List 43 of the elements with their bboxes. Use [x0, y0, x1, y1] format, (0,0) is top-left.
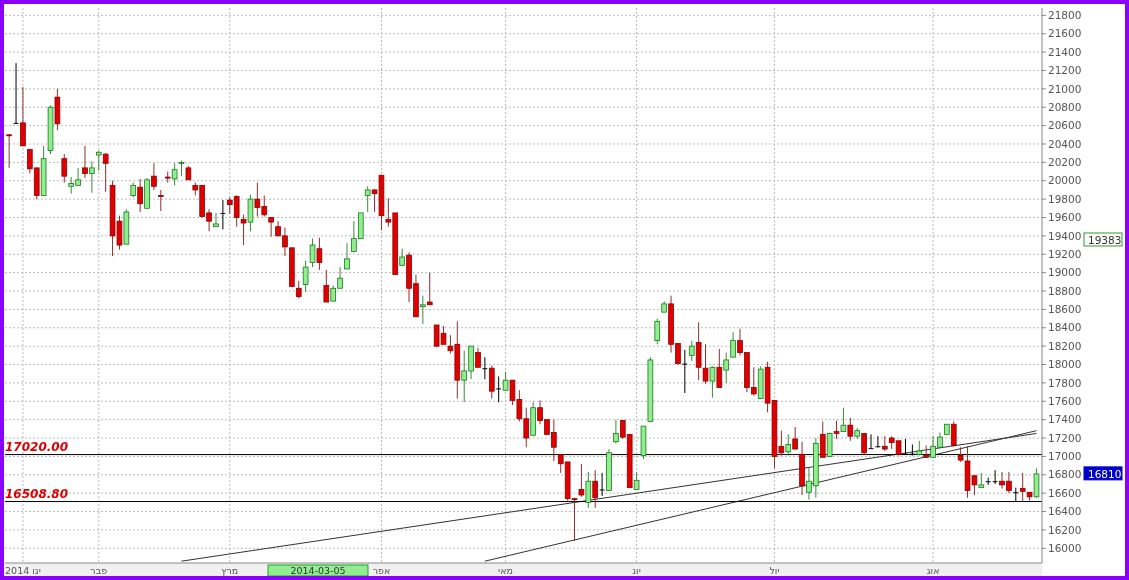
x-tick-label: מרץ: [221, 565, 239, 576]
y-tick-label: 19000: [1048, 266, 1082, 279]
y-tick-label: 16400: [1048, 505, 1082, 518]
y-tick-label: 19600: [1048, 211, 1082, 224]
y-tick-label: 17200: [1048, 431, 1082, 444]
y-tick-label: 21600: [1048, 27, 1082, 40]
y-tick-label: 19200: [1048, 247, 1082, 260]
y-tick-label: 21400: [1048, 45, 1082, 58]
y-tick-label: 17000: [1048, 450, 1082, 463]
x-tick-label: אוג: [926, 565, 940, 576]
y-tick-label: 16600: [1048, 486, 1082, 499]
y-tick-label: 21200: [1048, 64, 1082, 77]
y-tick-label: 16000: [1048, 541, 1082, 554]
y-tick-label: 19800: [1048, 192, 1082, 205]
y-tick-label: 17600: [1048, 394, 1082, 407]
text: 2014-03-05: [290, 565, 346, 576]
y-tick-label: 18200: [1048, 339, 1082, 352]
y-tick-label: 17400: [1048, 413, 1082, 426]
y-tick-label: 16200: [1048, 523, 1082, 536]
y-tick-label: 20200: [1048, 156, 1082, 169]
text: 16810: [1088, 467, 1122, 480]
x-tick-label: יונ: [632, 565, 641, 576]
y-tick-label: 19400: [1048, 229, 1082, 242]
y-tick-label: 20400: [1048, 137, 1082, 150]
x-tick-label: ינו 2014: [5, 565, 41, 576]
y-tick-label: 18000: [1048, 358, 1082, 371]
text: 19383: [1088, 233, 1122, 246]
x-tick-label: מאי: [498, 565, 514, 576]
y-tick-label: 18800: [1048, 284, 1082, 297]
x-tick-label: אפר: [372, 565, 391, 576]
y-tick-label: 20000: [1048, 174, 1082, 187]
y-tick-label: 21000: [1048, 82, 1082, 95]
y-tick-label: 16800: [1048, 468, 1082, 481]
y-tick-label: 18400: [1048, 321, 1082, 334]
y-tick-label: 18600: [1048, 303, 1082, 316]
y-tick-label: 20600: [1048, 119, 1082, 132]
ref-line-label: 16508.80: [5, 486, 69, 501]
y-tick-label: 20800: [1048, 100, 1082, 113]
x-tick-label: פבר: [90, 565, 108, 576]
y-tick-label: 21800: [1048, 9, 1082, 22]
ref-line-label: 17020.00: [5, 439, 69, 454]
y-tick-label: 17800: [1048, 376, 1082, 389]
x-tick-label: יול: [769, 565, 780, 576]
